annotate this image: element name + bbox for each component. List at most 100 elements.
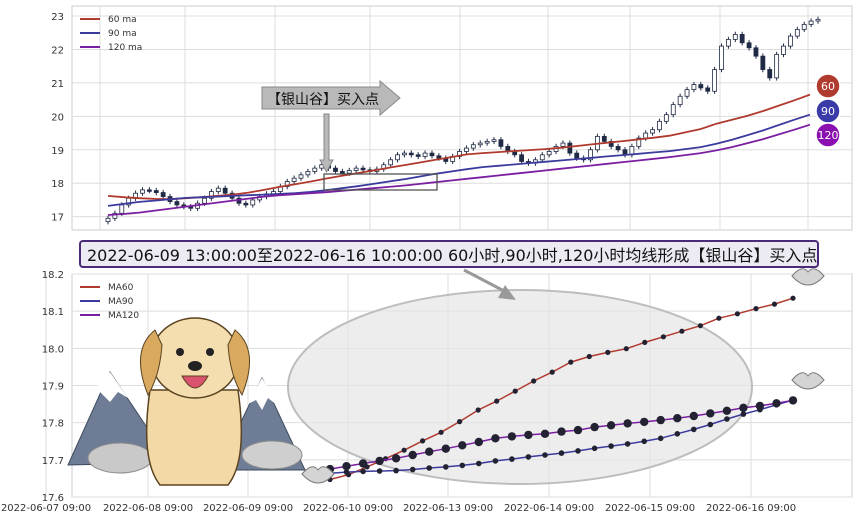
candle-body — [339, 171, 345, 174]
x-tick-label: 2022-06-15 09:00 — [605, 503, 695, 514]
data-point — [772, 399, 781, 408]
data-point — [457, 419, 463, 425]
y-tick-label: 17.7 — [42, 456, 64, 467]
ma-line-90-ma — [107, 113, 811, 207]
x-tick-label: 2022-06-07 09:00 — [1, 503, 91, 514]
candle-body — [691, 84, 697, 90]
mountain-snow-icon — [248, 378, 278, 410]
data-point — [623, 419, 632, 428]
data-point — [716, 315, 722, 321]
ma-line-MA60 — [329, 297, 794, 481]
candle-body — [615, 146, 621, 151]
x-tick-label: 2022-06-16 09:00 — [706, 503, 796, 514]
data-point — [771, 301, 778, 307]
candle-body — [429, 152, 435, 157]
y-tick-label: 20 — [51, 112, 64, 123]
silver-ingot-icon — [87, 442, 153, 474]
candle-body — [174, 201, 180, 206]
data-point — [475, 407, 481, 413]
candle-body — [222, 187, 228, 194]
dog-mouth-icon — [181, 375, 209, 389]
candle-body — [208, 191, 214, 199]
data-point — [790, 295, 796, 301]
ma-badge-120 — [815, 122, 841, 148]
y-tick-label: 19 — [51, 146, 64, 157]
data-point — [673, 414, 682, 423]
data-point — [524, 430, 533, 440]
mountain-snow-icon — [92, 372, 128, 402]
data-point — [734, 311, 741, 317]
candle-body — [298, 174, 304, 179]
candle-body — [684, 89, 690, 97]
candle-body — [436, 155, 442, 159]
candle-body — [643, 132, 649, 139]
data-point — [660, 334, 667, 340]
data-point — [575, 448, 581, 454]
y-tick-label: 18.0 — [42, 344, 64, 355]
candle-body — [353, 167, 359, 171]
data-point — [458, 441, 467, 450]
data-point — [624, 441, 631, 447]
data-point — [623, 346, 629, 352]
y-tick-label: 23 — [51, 12, 64, 23]
y-tick-label: 17 — [51, 213, 64, 224]
highlight-ellipse — [287, 289, 753, 485]
data-point — [408, 450, 417, 460]
data-point — [691, 426, 697, 433]
data-point — [608, 443, 614, 449]
data-point — [706, 409, 715, 418]
data-point — [391, 454, 401, 463]
legend-label: MA120 — [108, 311, 139, 321]
y-tick-label: 21 — [51, 79, 64, 90]
data-point — [697, 323, 704, 329]
candle-body — [539, 154, 545, 161]
y-tick-label: 22 — [51, 45, 64, 56]
signal-zone-box — [323, 173, 438, 191]
candle-body — [215, 187, 221, 192]
chart-title: 2022-06-09 13:00:00至2022-06-16 10:00:00 … — [79, 240, 819, 268]
dog-ear-right-icon — [227, 329, 251, 397]
price-ma-chart: 17 18 19 20 21 22 23 60 ma 90 ma 120 ma 【银山谷】买入点 60… — [51, 5, 853, 231]
plot-area — [71, 5, 853, 231]
candle-body — [119, 204, 125, 214]
candle-body — [767, 69, 773, 79]
data-point — [376, 468, 383, 474]
dog-nose-icon — [188, 361, 202, 371]
candle-body — [243, 202, 249, 206]
candle-body — [105, 217, 111, 223]
ma-badge-60 — [815, 73, 841, 99]
data-point — [360, 468, 366, 475]
candle-body — [498, 139, 504, 147]
y-tick-label: 17.8 — [42, 419, 64, 430]
ma-badge-label: 60 — [821, 80, 835, 93]
candle-body — [567, 142, 573, 154]
candle-body — [560, 142, 566, 147]
candle-body — [112, 212, 118, 219]
candle-body — [774, 54, 780, 79]
silver-ingot-icon — [791, 372, 825, 390]
candle-body — [360, 167, 366, 171]
candle-body — [574, 152, 580, 159]
data-point — [443, 464, 449, 470]
data-point — [606, 421, 616, 430]
candle-body — [388, 159, 394, 166]
data-point — [494, 398, 500, 404]
data-point — [342, 462, 351, 471]
candle-body — [781, 45, 786, 55]
data-point — [542, 452, 548, 458]
candle-body — [491, 139, 497, 142]
candle-body — [636, 137, 642, 147]
data-point — [568, 359, 574, 365]
x-tick-label: 2022-06-13 09:00 — [403, 503, 493, 514]
data-point — [739, 403, 748, 412]
candle-body — [284, 181, 290, 187]
data-point — [586, 353, 592, 360]
data-point — [674, 431, 681, 437]
candle-body — [519, 154, 524, 162]
dog-eye-icon — [176, 348, 184, 356]
annotation-pointer — [319, 113, 334, 174]
data-point — [640, 417, 649, 427]
data-point — [707, 421, 714, 428]
ma-line-120-ma — [107, 123, 811, 216]
candle-body — [698, 84, 704, 89]
